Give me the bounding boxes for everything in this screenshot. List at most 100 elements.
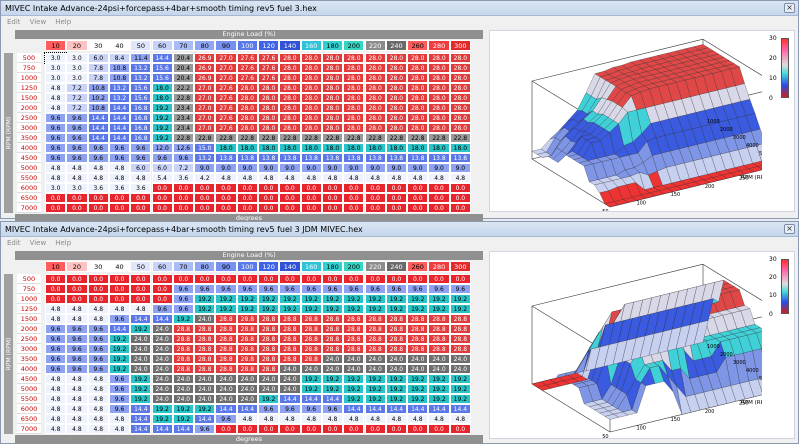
map-cell[interactable]: 18.0: [279, 143, 301, 153]
map-cell[interactable]: 4.8: [321, 173, 344, 183]
map-cell[interactable]: 19.2: [108, 364, 131, 374]
map-cell[interactable]: 28.0: [343, 123, 365, 133]
map-cell[interactable]: 9.6: [87, 143, 109, 153]
map-cell[interactable]: 0.0: [407, 193, 429, 203]
map-cell[interactable]: 0.0: [428, 424, 450, 434]
map-cell[interactable]: 4.8: [108, 424, 131, 434]
map-cell[interactable]: 4.8: [45, 103, 67, 113]
map-cell[interactable]: 22.8: [385, 133, 408, 143]
map-cell[interactable]: 27.6: [236, 73, 258, 83]
map-cell[interactable]: 28.8: [236, 354, 258, 364]
map-cell[interactable]: 0.0: [258, 274, 280, 284]
map-cell[interactable]: 19.2: [172, 414, 195, 424]
map-cell[interactable]: 4.8: [364, 173, 386, 183]
map-cell[interactable]: 18.0: [300, 143, 322, 153]
map-cell[interactable]: 28.8: [279, 324, 301, 334]
map-cell[interactable]: 0.0: [364, 183, 386, 193]
map-cell[interactable]: 0.0: [130, 294, 152, 304]
map-cell[interactable]: 0.0: [258, 424, 280, 434]
map-cell[interactable]: 28.8: [236, 324, 258, 334]
map-cell[interactable]: 0.0: [300, 183, 322, 193]
map-cell[interactable]: 28.0: [364, 63, 386, 73]
map-cell[interactable]: 15.6: [130, 93, 152, 103]
map-cell[interactable]: 24.0: [151, 344, 173, 354]
map-cell[interactable]: 28.8: [215, 364, 237, 374]
map-cell[interactable]: 4.8: [130, 173, 152, 183]
map-cell[interactable]: 0.0: [45, 193, 67, 203]
map-cell[interactable]: 0.0: [194, 203, 216, 213]
map-cell[interactable]: 4.8: [87, 314, 109, 324]
load-header-90[interactable]: 90: [215, 40, 237, 51]
map-cell[interactable]: 28.0: [407, 53, 429, 63]
map-cell[interactable]: 28.8: [279, 314, 301, 324]
map-cell[interactable]: 0.0: [130, 203, 152, 213]
load-header-240[interactable]: 240: [385, 40, 408, 51]
map-cell[interactable]: 19.2: [258, 394, 280, 404]
map-cell[interactable]: 9.6: [45, 344, 67, 354]
map-cell[interactable]: 19.2: [321, 384, 344, 394]
map-cell[interactable]: 24.0: [385, 364, 408, 374]
map-cell[interactable]: 28.0: [364, 83, 386, 93]
map-cell[interactable]: 4.8: [45, 394, 67, 404]
map-cell[interactable]: 24.0: [151, 394, 173, 404]
map-cell[interactable]: 28.8: [172, 364, 195, 374]
map-cell[interactable]: 0.0: [364, 193, 386, 203]
map-cell[interactable]: 24.0: [151, 374, 173, 384]
map-cell[interactable]: 0.0: [407, 424, 429, 434]
map-cell[interactable]: 9.0: [258, 163, 280, 173]
map-cell[interactable]: 19.2: [449, 394, 471, 404]
map-cell[interactable]: 9.6: [45, 143, 67, 153]
map-cell[interactable]: 15.0: [194, 143, 216, 153]
map-cell[interactable]: 28.8: [236, 334, 258, 344]
map-cell[interactable]: 9.6: [87, 153, 109, 163]
map-cell[interactable]: 22.8: [279, 133, 301, 143]
map-cell[interactable]: 28.8: [321, 324, 344, 334]
map-cell[interactable]: 0.0: [108, 284, 131, 294]
map-cell[interactable]: 14.4: [108, 324, 131, 334]
rpm-row-label-1500[interactable]: 1500: [17, 93, 41, 103]
load-header-200[interactable]: 200: [343, 261, 365, 272]
map-cell[interactable]: 14.4: [236, 404, 258, 414]
map-cell[interactable]: 9.6: [87, 364, 109, 374]
map-cell[interactable]: 24.0: [130, 354, 152, 364]
map-cell[interactable]: 22.8: [215, 133, 237, 143]
map-cell[interactable]: 24.0: [172, 394, 195, 404]
map-cell[interactable]: 28.8: [172, 354, 195, 364]
map-cell[interactable]: 13.2: [108, 93, 131, 103]
map-cell[interactable]: 9.6: [66, 153, 88, 163]
map-cell[interactable]: 0.0: [66, 294, 88, 304]
map-cell[interactable]: 7.8: [87, 73, 109, 83]
map-cell[interactable]: 19.2: [428, 394, 450, 404]
map-cell[interactable]: 28.0: [300, 123, 322, 133]
map-cell[interactable]: 19.2: [385, 384, 408, 394]
map-cell[interactable]: 24.0: [151, 334, 173, 344]
map-cell[interactable]: 0.0: [45, 203, 67, 213]
map-cell[interactable]: 14.4: [364, 404, 386, 414]
map-cell[interactable]: 28.8: [385, 324, 408, 334]
map-cell[interactable]: 9.6: [130, 153, 152, 163]
map-cell[interactable]: 28.8: [215, 334, 237, 344]
map-cell[interactable]: 28.0: [343, 103, 365, 113]
map-cell[interactable]: 28.8: [300, 344, 322, 354]
map-cell[interactable]: 0.0: [428, 193, 450, 203]
map-cell[interactable]: 28.0: [343, 63, 365, 73]
map-cell[interactable]: 9.0: [385, 163, 408, 173]
map-cell[interactable]: 24.0: [449, 354, 471, 364]
map-cell[interactable]: 4.8: [343, 414, 365, 424]
map-cell[interactable]: 18.0: [343, 143, 365, 153]
map-cell[interactable]: 0.0: [108, 193, 131, 203]
map-cell[interactable]: 28.0: [258, 103, 280, 113]
map-cell[interactable]: 28.8: [364, 314, 386, 324]
load-header-100[interactable]: 100: [236, 261, 258, 272]
map-cell[interactable]: 19.2: [130, 374, 152, 384]
load-header-30[interactable]: 30: [87, 261, 109, 272]
map-cell[interactable]: 9.6: [172, 153, 195, 163]
map-cell[interactable]: 28.0: [407, 113, 429, 123]
map-cell[interactable]: 28.0: [258, 113, 280, 123]
map-cell[interactable]: 9.6: [45, 133, 67, 143]
map-cell[interactable]: 28.8: [407, 334, 429, 344]
map-cell[interactable]: 19.2: [407, 384, 429, 394]
map-cell[interactable]: 0.0: [407, 203, 429, 213]
map-cell[interactable]: 4.8: [66, 173, 88, 183]
map-cell[interactable]: 9.6: [66, 324, 88, 334]
